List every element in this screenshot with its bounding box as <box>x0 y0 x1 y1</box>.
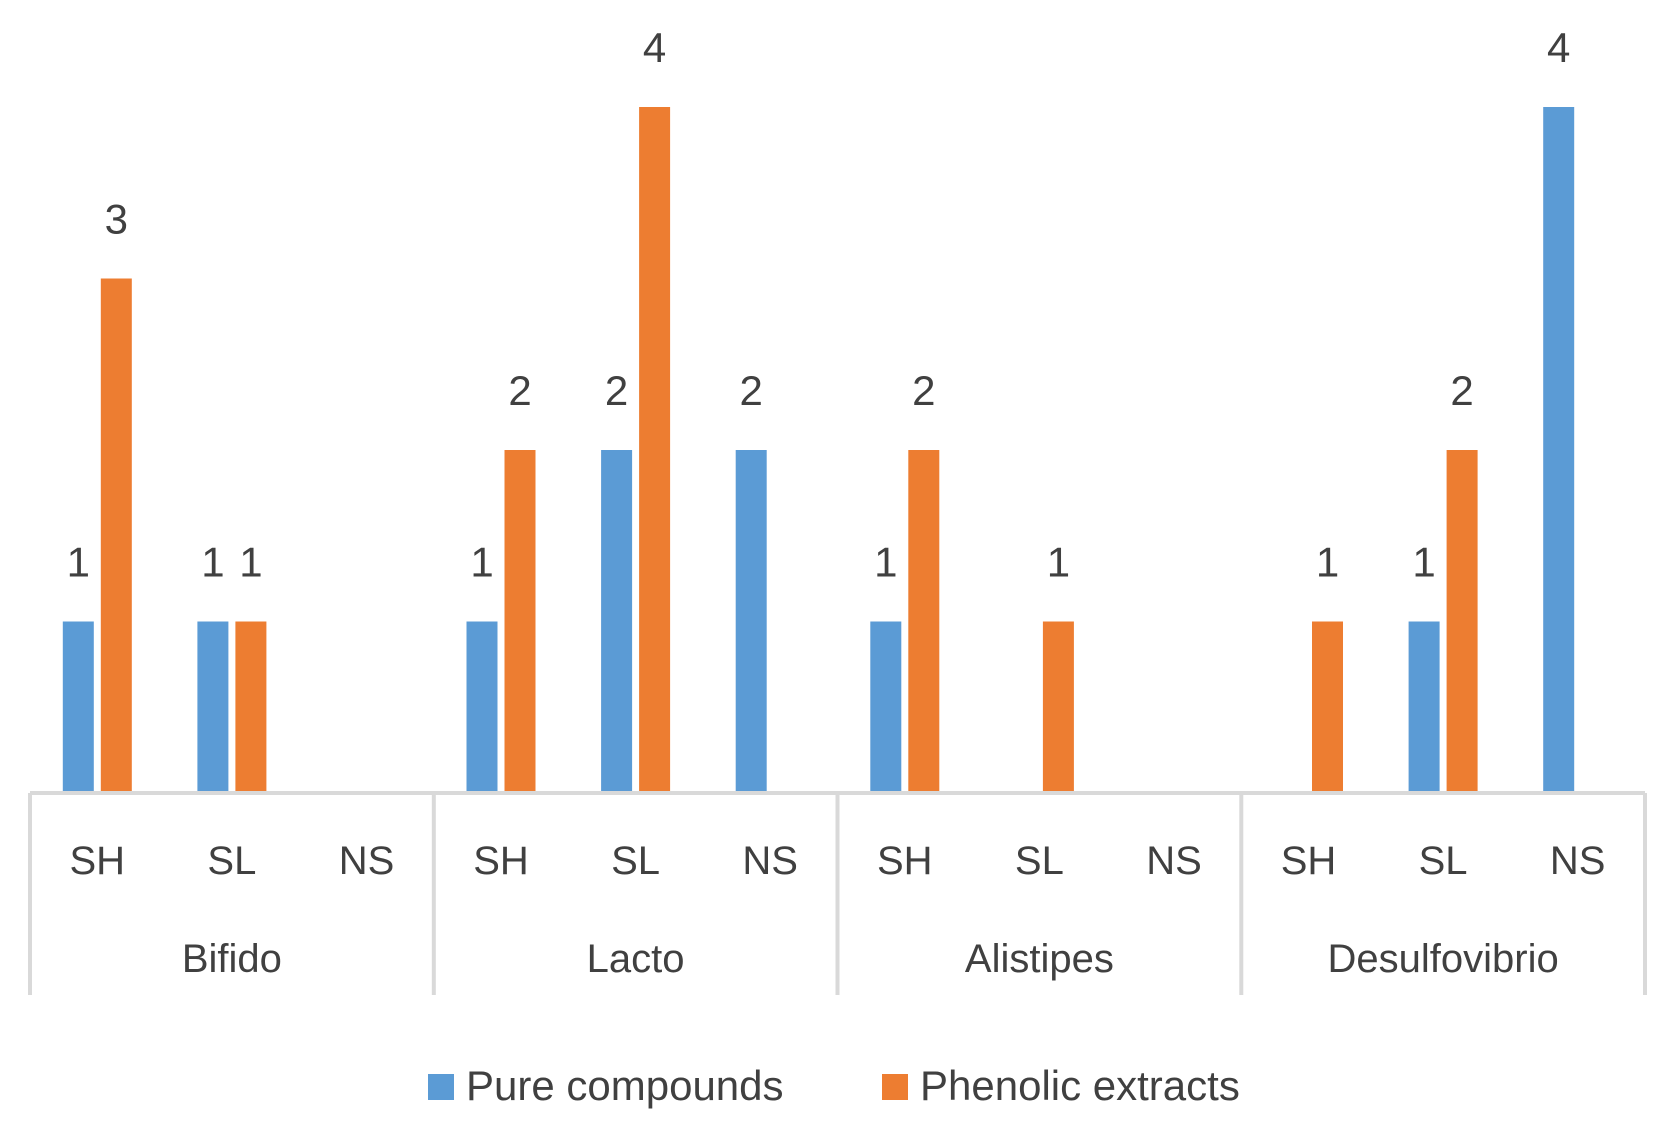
bar-pure-compounds-desulfovibrio-ns <box>1543 107 1575 793</box>
bar-phenolic-extracts-desulfovibrio-sl <box>1446 450 1478 793</box>
legend-swatch-pure-compounds <box>428 1074 454 1100</box>
tick-label-lacto-ns: NS <box>742 839 798 883</box>
bar-pure-compounds-lacto-sl <box>601 450 633 793</box>
data-label-pure-compounds-lacto-sh: 1 <box>470 539 493 586</box>
data-label-pure-compounds-lacto-sl: 2 <box>605 367 628 414</box>
tick-label-desulfovibrio-sl: SL <box>1419 839 1468 883</box>
category-axis <box>28 791 1647 995</box>
bar-phenolic-extracts-lacto-sh <box>504 450 536 793</box>
bar-pure-compounds-lacto-ns <box>735 450 767 793</box>
group-label-desulfovibrio: Desulfovibrio <box>1327 937 1558 981</box>
tick-label-desulfovibrio-sh: SH <box>1281 839 1337 883</box>
group-label-lacto: Lacto <box>587 937 685 981</box>
tick-label-bifido-sh: SH <box>70 839 126 883</box>
data-label-pure-compounds-lacto-ns: 2 <box>740 367 763 414</box>
tick-label-desulfovibrio-ns: NS <box>1550 839 1606 883</box>
legend: Pure compounds Phenolic extracts <box>428 1062 1240 1109</box>
legend-label-phenolic-extracts: Phenolic extracts <box>920 1062 1240 1109</box>
bar-pure-compounds-bifido-sl <box>197 621 229 793</box>
tick-label-lacto-sl: SL <box>611 839 660 883</box>
data-label-pure-compounds-alistipes-sh: 1 <box>874 539 897 586</box>
tick-label-bifido-ns: NS <box>339 839 395 883</box>
tick-label-alistipes-sl: SL <box>1015 839 1064 883</box>
bar-phenolic-extracts-lacto-sl <box>639 107 671 793</box>
subcategory-labels: SH SL NS SH SL NS SH SL NS SH SL NS <box>70 839 1606 883</box>
group-label-alistipes: Alistipes <box>965 937 1114 981</box>
bar-pure-compounds-bifido-sh <box>62 621 94 793</box>
data-label-phenolic-extracts-bifido-sh: 3 <box>105 196 128 243</box>
data-label-pure-compounds-desulfovibrio-ns: 4 <box>1547 24 1570 71</box>
tick-label-alistipes-ns: NS <box>1146 839 1202 883</box>
bar-pure-compounds-desulfovibrio-sl <box>1408 621 1440 793</box>
legend-label-pure-compounds: Pure compounds <box>466 1062 784 1109</box>
tick-label-lacto-sh: SH <box>473 839 529 883</box>
bar-phenolic-extracts-bifido-sl <box>235 621 267 793</box>
data-label-phenolic-extracts-desulfovibrio-sh: 1 <box>1316 539 1339 586</box>
data-label-phenolic-extracts-lacto-sh: 2 <box>508 367 531 414</box>
bar-phenolic-extracts-bifido-sh <box>100 278 132 793</box>
group-label-bifido: Bifido <box>182 937 282 981</box>
data-label-pure-compounds-bifido-sl: 1 <box>201 539 224 586</box>
bar-pure-compounds-alistipes-sh <box>870 621 902 793</box>
bar-phenolic-extracts-alistipes-sh <box>908 450 940 793</box>
data-label-phenolic-extracts-desulfovibrio-sl: 2 <box>1450 367 1473 414</box>
data-label-phenolic-extracts-lacto-sl: 4 <box>643 24 666 71</box>
data-label-phenolic-extracts-bifido-sl: 1 <box>239 539 262 586</box>
data-label-pure-compounds-desulfovibrio-sl: 1 <box>1412 539 1435 586</box>
tick-label-bifido-sl: SL <box>207 839 256 883</box>
tick-label-alistipes-sh: SH <box>877 839 933 883</box>
data-label-pure-compounds-bifido-sh: 1 <box>67 539 90 586</box>
data-label-phenolic-extracts-alistipes-sl: 1 <box>1047 539 1070 586</box>
data-label-phenolic-extracts-alistipes-sh: 2 <box>912 367 935 414</box>
bar-phenolic-extracts-alistipes-sl <box>1042 621 1074 793</box>
group-labels: Bifido Lacto Alistipes Desulfovibrio <box>182 937 1559 981</box>
bar-pure-compounds-lacto-sh <box>466 621 498 793</box>
bar-phenolic-extracts-desulfovibrio-sh <box>1312 621 1343 793</box>
legend-swatch-phenolic-extracts <box>882 1074 908 1100</box>
bars-layer <box>62 107 1575 793</box>
